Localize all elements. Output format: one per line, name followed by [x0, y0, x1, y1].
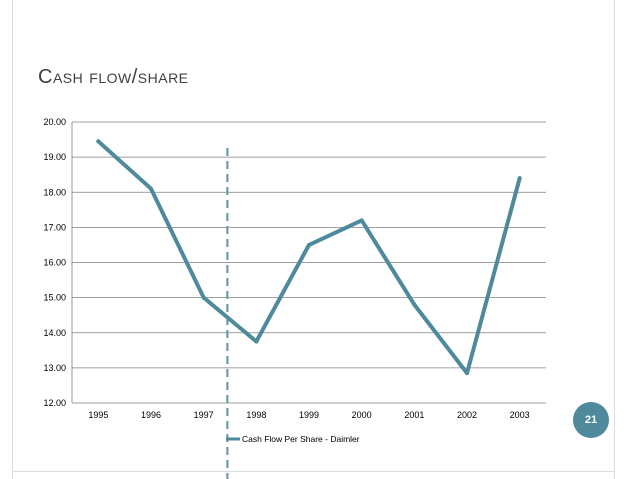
grid-layer — [71, 121, 546, 404]
slide-frame-bottom — [12, 471, 615, 472]
data-point-1997 — [201, 295, 206, 300]
y-tick-label: 19.00 — [43, 152, 66, 162]
data-point-1995 — [96, 139, 101, 144]
y-tick-label: 20.00 — [43, 117, 66, 127]
x-tick-label: 2002 — [457, 410, 477, 420]
y-tick-label: 12.00 — [43, 398, 66, 408]
data-point-1996 — [149, 186, 153, 191]
y-tick-label: 15.00 — [43, 293, 66, 303]
x-tick-label: 1998 — [246, 410, 266, 420]
series-layer — [96, 139, 522, 376]
data-point-2000 — [359, 218, 364, 223]
legend-label: Cash Flow Per Share - Daimler — [242, 434, 360, 444]
x-tick-label: 2000 — [352, 410, 372, 420]
x-tick-label: 2001 — [404, 410, 424, 420]
x-tick-labels: 1995 1996 1997 1998 1999 2000 2001 2002 2003 — [88, 410, 529, 420]
y-tick-label: 18.00 — [43, 187, 66, 197]
slide-frame-left — [12, 0, 13, 479]
data-point-1998 — [254, 339, 259, 344]
y-tick-label: 13.00 — [43, 363, 66, 373]
y-tick-label: 17.00 — [43, 222, 66, 232]
data-point-1999 — [307, 242, 311, 247]
data-point-2001 — [412, 302, 417, 307]
x-tick-label: 1997 — [194, 410, 214, 420]
legend: Cash Flow Per Share - Daimler — [226, 434, 360, 444]
y-tick-label: 14.00 — [43, 328, 66, 338]
series-line — [96, 139, 522, 376]
x-tick-label: 2003 — [510, 410, 530, 420]
y-tick-labels: 12.00 13.00 14.00 15.00 16.00 17.00 18.00 19.00… — [43, 117, 66, 408]
page-number-badge: 21 — [573, 402, 609, 438]
slide-frame-right — [614, 0, 615, 479]
data-point-2002 — [465, 371, 469, 376]
y-tick-label: 16.00 — [43, 258, 66, 268]
x-tick-label: 1995 — [88, 410, 108, 420]
data-point-2003 — [517, 176, 522, 181]
slide-title: Cash flow/share — [38, 66, 189, 88]
x-tick-label: 1999 — [299, 410, 319, 420]
x-tick-label: 1996 — [141, 410, 161, 420]
